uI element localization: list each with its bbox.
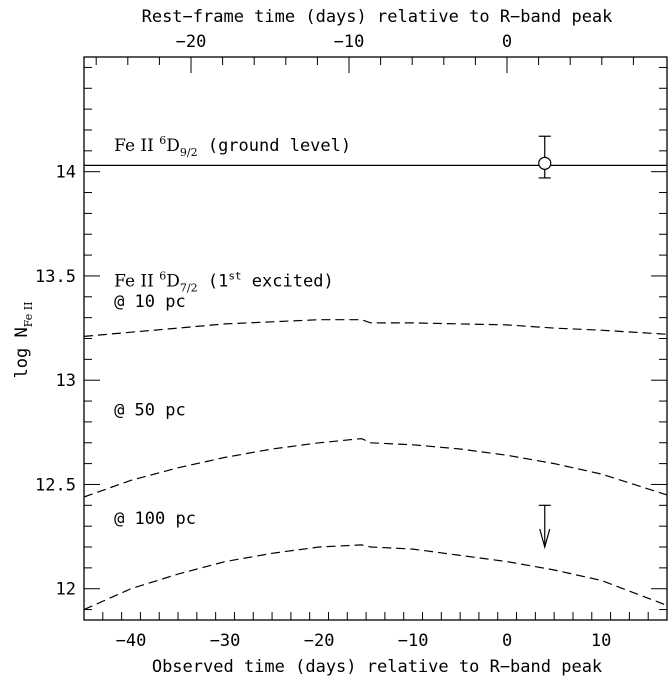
annotation-100pc: @ 100 pc (114, 509, 196, 529)
series-line-3 (83, 544, 668, 611)
series-lines (83, 164, 668, 611)
y-tick-label: 13.5 (35, 267, 76, 287)
series-line-2 (83, 437, 668, 498)
tick-marks (83, 57, 668, 620)
x-tick-label: 0 (502, 631, 512, 651)
measurements (538, 135, 552, 550)
y-tick-label: 13 (56, 371, 76, 391)
x-tick-label: −20 (304, 631, 335, 651)
series-line-1 (83, 319, 668, 337)
y-tick-label: 14 (56, 163, 76, 183)
x-tick-label: −30 (210, 631, 241, 651)
data-point (538, 156, 552, 170)
top-tick-label: −10 (334, 32, 365, 52)
annotation-10pc: @ 10 pc (114, 292, 186, 312)
top-tick-label: −20 (176, 32, 207, 52)
x-axis-title: Observed time (days) relative to R−band … (152, 657, 602, 677)
top-tick-label: 0 (502, 32, 512, 52)
annotation-ground-level: Fe II 6D9/2 (ground level) (114, 134, 351, 159)
annotation-50pc: @ 50 pc (114, 401, 186, 421)
svg-text:Fe II 6D9/2 (ground level): Fe II 6D9/2 (ground level) (114, 134, 351, 159)
svg-text:log NFe II: log NFe II (12, 302, 35, 379)
x-tick-label: −10 (398, 631, 429, 651)
tick-labels: −40 −30 −20 −10 0 10 −20 −10 0 12 12.5 13 13.5 14 (35, 32, 611, 651)
y-axis-title: log NFe II (12, 302, 35, 379)
upper-limit-arrowhead (539, 528, 551, 550)
annotation-first-excited: Fe II 6D7/2 (1st excited) (114, 269, 334, 294)
top-axis-title: Rest−frame time (days) relative to R−ban… (142, 7, 613, 27)
x-tick-label: 10 (591, 631, 611, 651)
x-tick-label: −40 (116, 631, 147, 651)
svg-text:Fe II 6D7/2 (1st excited): Fe II 6D7/2 (1st excited) (114, 269, 334, 294)
y-tick-label: 12 (56, 580, 76, 600)
y-tick-label: 12.5 (35, 475, 76, 495)
y-axis-title-main: log N (12, 327, 32, 378)
y-axis-title-sub: Fe II (22, 302, 35, 328)
